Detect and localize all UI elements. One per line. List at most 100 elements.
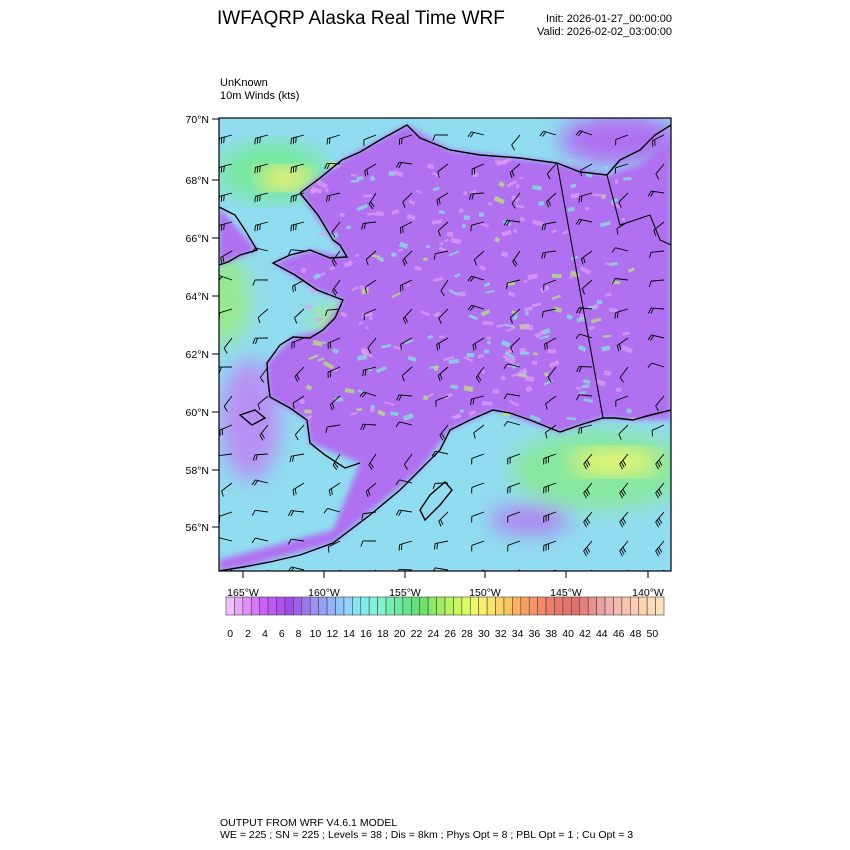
wind-barb (614, 308, 629, 319)
wind-barb (402, 308, 413, 325)
colorbar-swatch (360, 596, 370, 616)
wind-barb (655, 482, 665, 499)
colorbar-label: 26 (444, 628, 456, 640)
colorbar-swatch (453, 596, 463, 616)
lon-label: 155°W (389, 587, 421, 599)
wind-barb (364, 279, 377, 294)
wind-streak (622, 331, 630, 336)
wind-barb (545, 395, 557, 410)
wind-streak (393, 345, 404, 351)
wind-barb (543, 279, 557, 291)
lat-label: 56°N (186, 522, 209, 534)
wind-streak (584, 206, 590, 211)
wind-streak (506, 179, 518, 188)
wind-streak (376, 257, 384, 262)
wind-streak (501, 229, 512, 237)
wind-barb (648, 279, 665, 288)
wind-barb (511, 192, 521, 209)
wind-streak (317, 231, 328, 237)
wind-barb (615, 134, 629, 146)
wind-barb (290, 221, 305, 232)
wind-barb (655, 540, 665, 557)
wind-barb (576, 394, 593, 401)
wind-barb (252, 337, 269, 345)
wind-barb (662, 569, 665, 571)
wind-barb (290, 192, 305, 203)
wind-barb (292, 482, 305, 496)
wind-streak (406, 213, 416, 221)
wind-barb (401, 366, 413, 382)
wind-streak (505, 326, 517, 333)
wind-barb (578, 192, 593, 203)
wind-streak (551, 294, 562, 300)
colorbar-label: 22 (411, 628, 423, 640)
wind-barb (328, 482, 341, 497)
wind-streak (576, 317, 586, 323)
wind-streak (457, 291, 466, 297)
wind-streak (363, 194, 372, 198)
wind-streak (508, 291, 516, 298)
wind-barb (647, 334, 665, 341)
wind-streak (398, 241, 409, 250)
wind-barb (395, 161, 413, 169)
colorbar-swatch (587, 596, 597, 616)
wind-streak (525, 375, 535, 383)
colorbar-swatch (571, 596, 581, 616)
colorbar-swatch (537, 596, 547, 616)
wind-streak (443, 355, 455, 362)
wind-barb (326, 134, 341, 145)
colorbar-swatch (368, 596, 378, 616)
wind-streak (377, 409, 386, 417)
wind-streak (494, 236, 501, 243)
wind-barb (440, 279, 449, 296)
wind-streak (426, 245, 431, 249)
wind-barb (288, 566, 305, 571)
colorbar-swatch (234, 596, 244, 616)
lat-label: 68°N (186, 175, 209, 187)
wind-streak (433, 311, 441, 318)
wind-barb (327, 540, 341, 553)
wind-streak (356, 408, 363, 411)
wind-streak (538, 334, 550, 340)
wind-streak (450, 237, 462, 245)
wind-streak (525, 385, 533, 393)
wind-streak (403, 338, 414, 345)
colorbar-swatch (318, 596, 328, 616)
wind-barb (472, 337, 485, 351)
wind-streak (579, 391, 586, 394)
wind-streak (427, 393, 434, 398)
st-lawrence-island (238, 409, 267, 426)
wind-barb (329, 395, 341, 411)
wind-barb (511, 134, 521, 151)
wind-streak (500, 339, 511, 348)
borders (556, 162, 671, 421)
wind-streak (522, 324, 534, 331)
wind-barb (251, 509, 269, 516)
wind-streak (623, 177, 632, 181)
wind-streak (588, 325, 596, 331)
wind-streak (539, 285, 550, 294)
wind-barb (616, 337, 629, 352)
wind-streak (468, 409, 477, 417)
wind-streak (466, 352, 475, 358)
wind-streak (443, 392, 453, 400)
wind-barb (259, 424, 269, 441)
wind-streak (365, 326, 370, 330)
wind-barb (507, 511, 521, 523)
colorbar-swatch (486, 596, 496, 616)
wind-barb (546, 163, 557, 180)
wind-barb (326, 192, 341, 202)
wind-streak (463, 356, 474, 363)
wind-streak (300, 267, 307, 274)
wind-barb (359, 391, 377, 398)
wind-barb (395, 421, 413, 428)
colorbar-swatch (394, 596, 404, 616)
wind-barb (655, 163, 665, 180)
wind-barb (402, 192, 413, 208)
field-name: 10m Winds (kts) (220, 90, 300, 102)
alaska-south-coast (219, 409, 671, 571)
colorbar-label: 42 (579, 628, 591, 640)
wind-streak (343, 260, 354, 268)
wind-streak (406, 283, 411, 287)
